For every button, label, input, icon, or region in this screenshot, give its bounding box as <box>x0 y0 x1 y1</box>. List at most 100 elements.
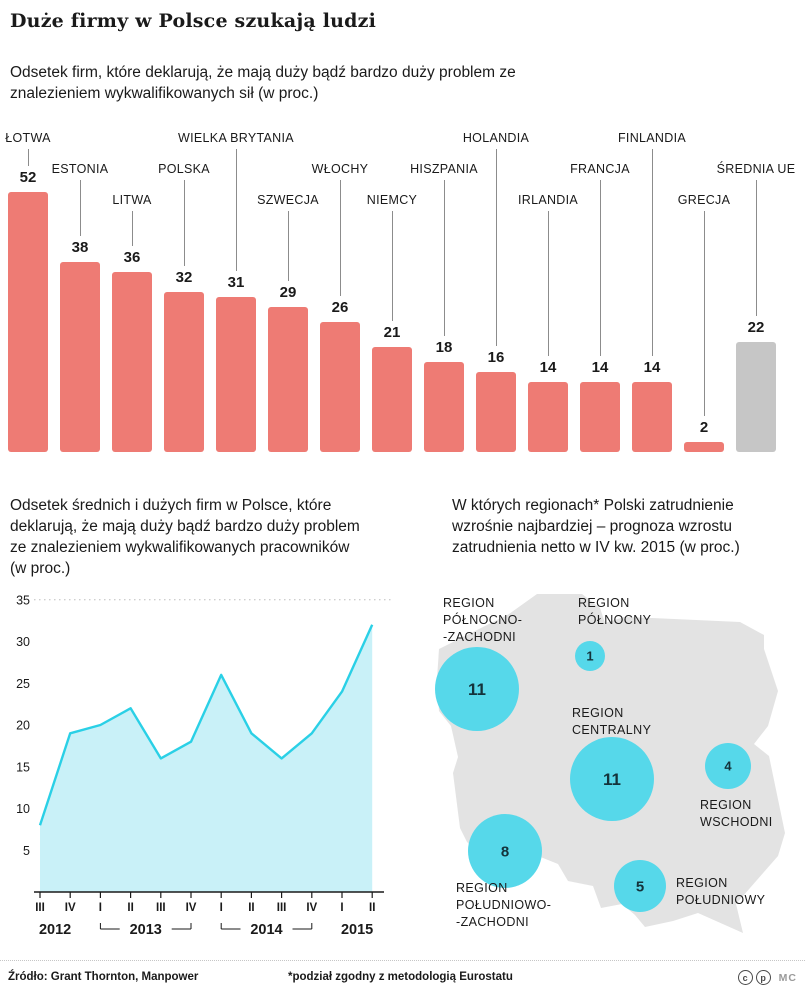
bar-value-label: 29 <box>279 284 297 301</box>
region-label-line: -ZACHODNI <box>456 915 530 929</box>
bar <box>112 272 152 452</box>
bar-category-label: IRLANDIA <box>517 193 579 207</box>
bar <box>684 442 724 452</box>
bar-value-label: 14 <box>643 359 661 376</box>
region-bubble <box>570 737 654 821</box>
x-tick-label: I <box>220 902 223 914</box>
x-tick-label: IV <box>65 902 76 914</box>
region-label-line: REGION <box>676 876 728 890</box>
region-label: REGION POŁUDNIOWY <box>676 875 765 909</box>
x-tick-label: I <box>99 902 102 914</box>
bar-leader-line <box>236 149 237 271</box>
x-tick-label: IV <box>186 902 197 914</box>
x-tick-label: II <box>369 902 375 914</box>
year-label: 2013 <box>130 922 162 938</box>
region-value: 11 <box>468 680 486 699</box>
x-tick-label: III <box>156 902 166 914</box>
region-label: REGION CENTRALNY <box>572 705 651 739</box>
footer: Źródło: Grant Thornton, Manpower *podzia… <box>0 960 805 997</box>
bar-leader-line <box>548 211 549 356</box>
cc-c-icon: c <box>737 970 753 985</box>
region-value: 4 <box>724 759 732 774</box>
x-tick-label: III <box>277 902 287 914</box>
line-chart-title: Odsetek średnich i dużych firm w Polsce,… <box>10 497 360 577</box>
year-label: 2014 <box>250 922 282 938</box>
bar-leader-line <box>600 180 601 356</box>
region-label-line: WSCHODNI <box>700 815 773 829</box>
bar-value-label: 16 <box>487 349 505 366</box>
bar-leader-line <box>704 211 705 416</box>
bar <box>60 262 100 452</box>
y-tick-label: 25 <box>16 677 30 691</box>
bar-leader-line <box>288 211 289 281</box>
region-label-line: REGION <box>578 596 630 610</box>
bar-value-label: 31 <box>227 274 245 291</box>
source-text: Źródło: Grant Thornton, Manpower <box>8 971 199 983</box>
bar-value-label: 2 <box>699 419 709 436</box>
region-label-line: PÓŁNOCNO- <box>443 613 523 627</box>
region-label-line: -ZACHODNI <box>443 630 517 644</box>
y-tick-label: 30 <box>16 635 30 649</box>
bar-value-label: 21 <box>383 324 401 341</box>
region-bubble <box>435 647 519 731</box>
bar-category-label: FINLANDIA <box>618 131 686 145</box>
bar <box>268 307 308 452</box>
trend-line <box>38 624 374 826</box>
y-tick-label: 20 <box>16 719 30 733</box>
region-bubble <box>614 860 666 912</box>
bar-category-label: HOLANDIA <box>462 131 530 145</box>
poland-region-map: 11 1 11 4 8 5 REGION PÓŁNOCNO- -ZACHODNI REGION P… <box>415 582 800 982</box>
bar-value-label: 26 <box>331 299 349 316</box>
region-label-line: CENTRALNY <box>572 723 652 737</box>
x-tick-label: IV <box>306 902 317 914</box>
trend-area <box>40 624 373 892</box>
map-chart-title: W których regionach* Polski zatrudnienie… <box>452 497 740 556</box>
bar-category-label: ŚREDNIA UE <box>716 162 796 176</box>
region-value: 8 <box>501 843 509 860</box>
footnote-text: *podział zgodny z metodologią Eurostatu <box>288 971 513 983</box>
region-label-line: POŁUDNIOWO- <box>456 898 552 912</box>
bar <box>164 292 204 452</box>
bar-leader-line <box>132 211 133 246</box>
x-tick-label: I <box>340 902 343 914</box>
credits: c p MC <box>737 970 797 985</box>
bar <box>528 382 568 452</box>
region-label-line: POŁUDNIOWY <box>676 893 766 907</box>
bar-leader-line <box>652 149 653 356</box>
bar-category-label: WIELKA BRYTANIA <box>178 131 294 145</box>
bar-category-label: GRECJA <box>677 193 731 207</box>
bar-category-label: NIEMCY <box>366 193 418 207</box>
region-bubble <box>705 743 751 789</box>
bar <box>216 297 256 452</box>
bar-category-label: POLSKA <box>158 162 210 176</box>
cc-p-icon: p <box>755 970 771 985</box>
x-tick-label: II <box>248 902 254 914</box>
region-label-line: REGION <box>443 596 495 610</box>
bar-category-label: ESTONIA <box>51 162 109 176</box>
bar-leader-line <box>444 180 445 336</box>
bar <box>372 347 412 452</box>
bar <box>580 382 620 452</box>
region-label-line: REGION <box>456 881 508 895</box>
page-title: Duże firmy w Polsce szukają ludzi <box>10 10 377 32</box>
year-label: 2015 <box>341 922 373 938</box>
bar <box>424 362 464 452</box>
region-label-line: REGION <box>700 798 752 812</box>
bar <box>8 192 48 452</box>
region-value: 5 <box>636 878 644 895</box>
y-tick-label: 35 <box>16 593 30 607</box>
bar-category-label: SZWECJA <box>257 193 319 207</box>
x-tick-label: III <box>35 902 45 914</box>
region-label-line: PÓŁNOCNY <box>578 613 652 627</box>
bar-value-label: 18 <box>435 339 453 356</box>
region-label: REGION WSCHODNI <box>700 797 773 831</box>
bar-value-label: 22 <box>747 319 765 336</box>
bar <box>476 372 516 452</box>
bar-value-label: 36 <box>123 249 141 266</box>
x-tick-label: II <box>127 902 133 914</box>
region-label: REGION PÓŁNOCNO- -ZACHODNI <box>443 595 522 646</box>
credit-text: MC <box>778 971 797 984</box>
bar-category-label: FRANCJA <box>570 162 630 176</box>
